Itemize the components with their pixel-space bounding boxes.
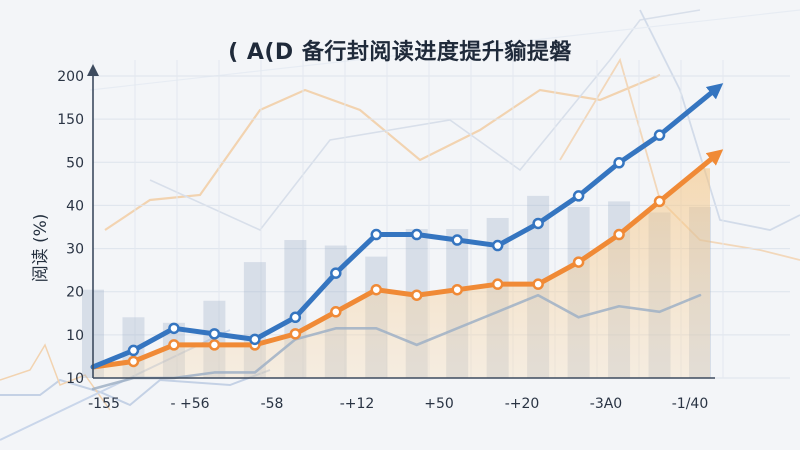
- x-tick-label: - +56: [170, 396, 209, 412]
- y-tick-label: 200: [57, 69, 84, 85]
- x-tick-label: -58: [261, 396, 284, 412]
- y-tick-label: 30: [66, 242, 84, 258]
- chart-title: ( A(D 备行封阅读进度提升貐提磐: [228, 40, 572, 65]
- data-point: [168, 322, 180, 335]
- x-tick-label: -1/40: [672, 396, 709, 412]
- data-point: [653, 195, 666, 208]
- data-point: [451, 283, 463, 296]
- axes: [87, 64, 715, 379]
- x-tick-labels: -155 - +56 -58 -+12 +50 -+20 -3A0 -1/40: [88, 396, 708, 412]
- data-point: [208, 339, 221, 351]
- data-point: [168, 339, 180, 351]
- series-line-1: [90, 99, 703, 370]
- x-tick-label: -+20: [505, 396, 540, 412]
- series-line-3: [91, 293, 702, 391]
- data-point: [613, 157, 625, 169]
- data-point: [370, 228, 383, 241]
- y-axis-arrow-icon: [87, 64, 99, 76]
- series-line-2: [90, 165, 703, 370]
- data-point: [451, 234, 463, 246]
- data-point: [410, 289, 423, 301]
- data-point: [208, 328, 221, 340]
- data-point: [370, 283, 383, 296]
- y-tick-labels: 10 10 20 30 40 50 150 200: [57, 69, 84, 387]
- y-tick-label: 20: [66, 285, 84, 301]
- y-tick-label: 150: [57, 112, 84, 128]
- series-arrow-2: [698, 149, 724, 171]
- data-point: [330, 267, 342, 279]
- data-point: [532, 217, 544, 230]
- y-tick-label: 50: [66, 155, 84, 171]
- data-point: [410, 228, 423, 241]
- x-tick-label: -155: [88, 396, 120, 412]
- y-tick-label: 10: [66, 371, 84, 387]
- data-point: [127, 344, 140, 357]
- data-point: [532, 278, 544, 290]
- data-point: [249, 333, 261, 346]
- data-point: [613, 228, 625, 241]
- data-point: [491, 278, 504, 290]
- data-point: [289, 328, 302, 340]
- orange-series-area: [93, 168, 710, 378]
- y-axis-label: 阅读 (%): [31, 213, 51, 283]
- data-point: [491, 239, 504, 252]
- data-point: [127, 355, 140, 368]
- data-point: [289, 311, 302, 324]
- x-tick-label: -3A0: [590, 396, 622, 412]
- y-tick-label: 10: [66, 328, 84, 344]
- y-tick-label: 40: [66, 198, 84, 214]
- x-tick-label: +50: [424, 396, 454, 412]
- area-layer: [93, 168, 710, 378]
- data-point: [653, 129, 666, 141]
- data-point: [330, 306, 342, 318]
- series-arrow-1: [698, 83, 724, 105]
- series-layer: [90, 83, 724, 391]
- data-point: [572, 256, 585, 268]
- data-point: [572, 190, 585, 202]
- x-tick-label: -+12: [340, 396, 375, 412]
